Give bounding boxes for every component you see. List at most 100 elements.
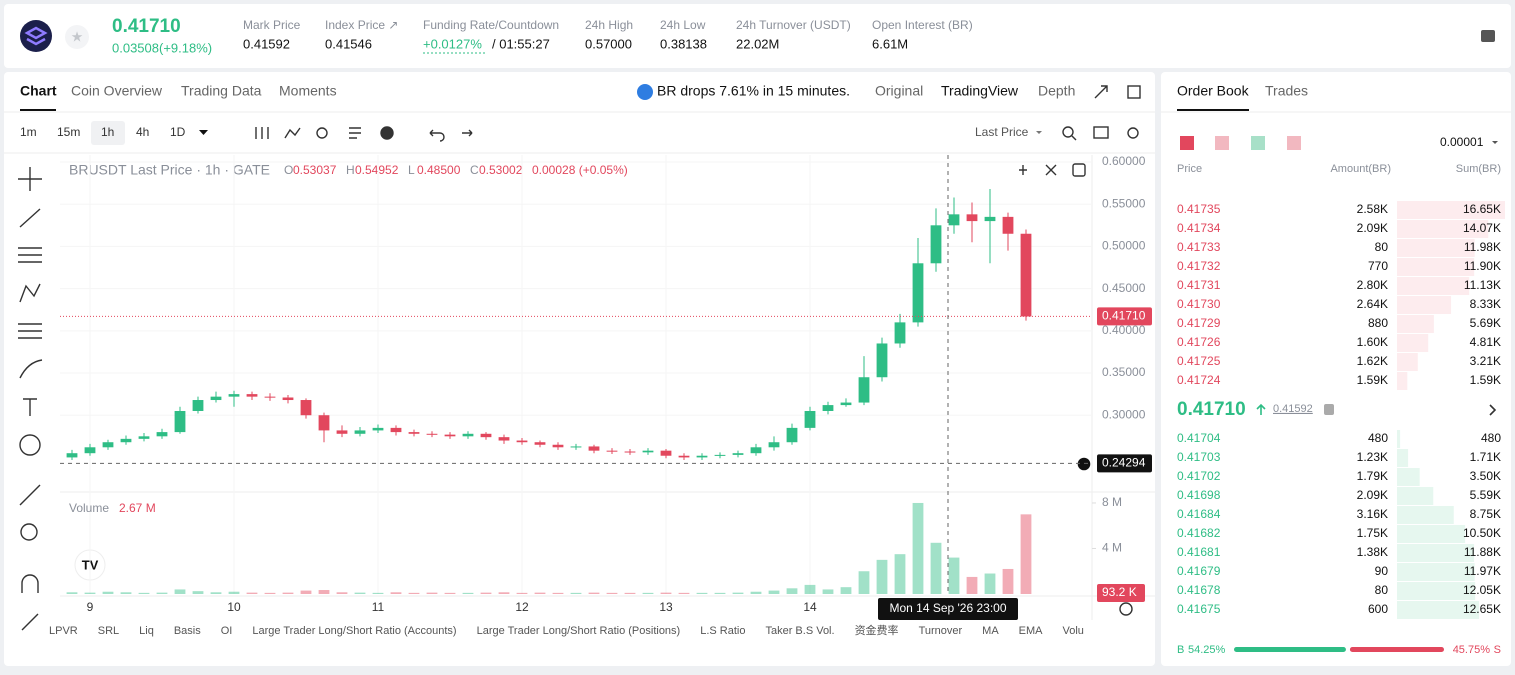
ob-price: 0.41734 — [1177, 221, 1221, 235]
price-change: 0.03508(+9.18%) — [112, 40, 212, 55]
ob-sum: 12.05K — [1463, 583, 1501, 597]
alert-text[interactable]: BR drops 7.61% in 15 minutes. — [657, 83, 850, 99]
chart-tab[interactable]: Coin Overview — [71, 83, 163, 99]
candle-body — [192, 400, 204, 411]
indicator[interactable]: L.S Ratio — [700, 625, 745, 637]
ob-amount: 480 — [1368, 431, 1388, 445]
ob-amount: 1.62K — [1357, 354, 1388, 368]
interval[interactable]: 15m — [57, 125, 80, 139]
indicator[interactable]: MA — [982, 625, 999, 637]
y-tick-label: 0.50000 — [1102, 239, 1146, 253]
volume-tag — [1097, 583, 1145, 602]
ob-price: 0.41724 — [1177, 373, 1221, 387]
header-icon[interactable] — [1481, 30, 1495, 42]
candle-body — [606, 450, 618, 452]
depth-bar — [1397, 544, 1475, 562]
x-tick-label: 9 — [87, 600, 94, 614]
candle-body — [318, 415, 330, 431]
candle-body — [858, 377, 870, 403]
volume-bar — [210, 592, 222, 594]
x-tick-label: 13 — [659, 600, 673, 614]
volume-bar — [606, 592, 618, 594]
ob-price: 0.41729 — [1177, 316, 1221, 330]
view-tab[interactable]: Depth — [1038, 83, 1075, 99]
candle-body — [66, 453, 78, 458]
candle-body — [840, 402, 852, 406]
sell-ratio: 45.75% — [1453, 644, 1491, 656]
volume-bar — [714, 592, 726, 594]
indicator[interactable]: Taker B.S Vol. — [765, 625, 834, 637]
y-tick-label: 0.35000 — [1102, 365, 1146, 379]
volume-bar — [894, 554, 906, 594]
candle-body — [534, 442, 546, 445]
volume-bar — [300, 590, 312, 594]
interval[interactable]: 4h — [136, 125, 149, 139]
stat-label: 24h High — [585, 18, 633, 32]
volume-tag-label: 93.2 K — [1102, 585, 1137, 599]
coin-logo — [20, 20, 52, 52]
depth-bar — [1397, 258, 1475, 276]
ob-tab[interactable]: Trades — [1265, 83, 1308, 99]
buy-ratio: 54.25% — [1188, 644, 1226, 656]
chevron[interactable] — [1489, 404, 1497, 416]
stat-label: Mark Price — [243, 18, 301, 32]
indicator[interactable]: Liq — [139, 625, 154, 637]
ohlc-value: 0.53037 — [293, 163, 337, 177]
ob-amount: 1.60K — [1357, 335, 1388, 349]
volume-bar — [930, 542, 942, 594]
indicator[interactable]: Volu — [1063, 625, 1084, 637]
interval[interactable]: 1h — [101, 125, 114, 139]
candle-body — [102, 442, 114, 448]
price-type[interactable]: Last Price — [975, 125, 1029, 139]
ob-amount: 80 — [1375, 240, 1389, 254]
ob-amount: 90 — [1375, 564, 1389, 578]
interval[interactable]: 1D — [170, 125, 186, 139]
volume-bar — [696, 592, 708, 594]
favorite[interactable] — [65, 25, 89, 49]
depth-bar — [1397, 563, 1475, 581]
chart-tab[interactable]: Trading Data — [181, 83, 262, 99]
view-tab[interactable]: TradingView — [941, 83, 1019, 99]
depth-bar — [1397, 372, 1408, 390]
candle-body — [354, 430, 366, 434]
volume-bar — [588, 592, 600, 594]
depth-bar — [1397, 582, 1476, 600]
indicator[interactable]: OI — [221, 625, 233, 637]
col-header: Price — [1177, 163, 1202, 175]
indicator[interactable]: Large Trader Long/Short Ratio (Positions… — [477, 625, 681, 637]
ob-sum: 11.88K — [1464, 545, 1501, 559]
interval[interactable]: 1m — [20, 125, 37, 139]
precision[interactable]: 0.00001 — [1440, 135, 1484, 149]
ob-sum: 11.13K — [1464, 278, 1501, 292]
ob-sum: 1.59K — [1470, 373, 1501, 387]
candle-body — [750, 447, 762, 454]
last-price-label: 0.41710 — [1102, 309, 1146, 323]
candle-body — [1020, 233, 1032, 317]
candle-body — [498, 437, 510, 441]
star[interactable]: ★ — [71, 29, 84, 45]
volume-bar — [876, 559, 888, 594]
indicator[interactable]: Turnover — [919, 625, 963, 637]
volume-bar — [444, 592, 456, 594]
chart-tab[interactable]: Chart — [20, 83, 57, 99]
indicator[interactable]: Large Trader Long/Short Ratio (Accounts) — [252, 625, 456, 637]
ohlc-value: 0.53002 — [479, 163, 523, 177]
indicator[interactable]: SRL — [98, 625, 119, 637]
indicator[interactable]: LPVR — [49, 625, 78, 637]
indicator[interactable]: Basis — [174, 625, 201, 637]
stat-label: 24h Low — [660, 18, 706, 32]
candle-body — [282, 397, 294, 401]
ob-amount: 2.80K — [1357, 278, 1388, 292]
col-header: Amount(BR) — [1330, 163, 1391, 175]
volume-bar — [264, 592, 276, 594]
buy-bar — [1234, 647, 1346, 652]
chart-tab[interactable]: Moments — [279, 83, 337, 99]
volume-bar — [678, 592, 690, 594]
volume-bar — [642, 592, 654, 594]
volume-bar — [246, 592, 258, 594]
ob-tab[interactable]: Order Book — [1177, 83, 1250, 99]
ob-price: 0.41703 — [1177, 450, 1221, 464]
view-tab[interactable]: Original — [875, 83, 923, 99]
indicator[interactable]: EMA — [1019, 625, 1044, 637]
indicator[interactable]: 资金费率 — [855, 623, 899, 637]
